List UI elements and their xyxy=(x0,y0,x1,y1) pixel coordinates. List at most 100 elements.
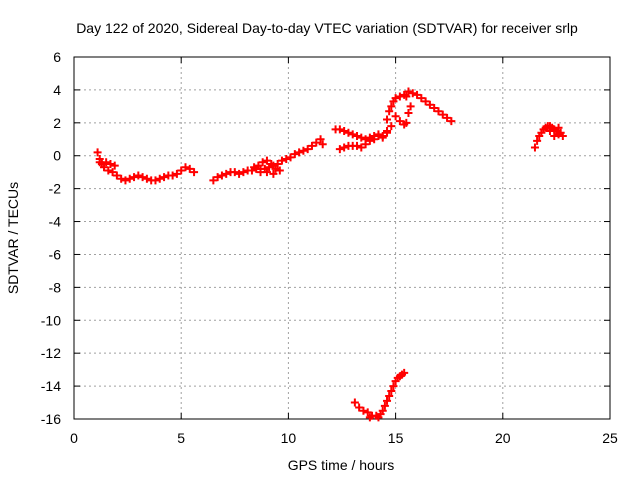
data-point xyxy=(130,173,139,182)
data-point xyxy=(348,130,357,139)
data-point xyxy=(387,122,396,131)
data-point xyxy=(378,406,387,415)
data-point xyxy=(239,168,248,177)
data-point xyxy=(385,391,394,400)
x-tick-label: 5 xyxy=(177,430,185,446)
data-point xyxy=(389,382,398,391)
data-point xyxy=(190,168,199,177)
data-point xyxy=(213,173,222,182)
y-tick-label: -4 xyxy=(49,214,62,230)
data-point xyxy=(387,387,396,396)
data-point xyxy=(303,145,312,154)
data-point xyxy=(185,164,194,173)
data-point xyxy=(402,92,411,101)
data-point xyxy=(443,113,452,122)
data-point xyxy=(172,169,181,178)
data-point xyxy=(262,156,271,165)
series-3 xyxy=(331,122,396,154)
data-point xyxy=(335,145,344,154)
data-point xyxy=(340,127,349,136)
data-point xyxy=(378,133,387,142)
data-point xyxy=(413,90,422,99)
x-tick-label: 15 xyxy=(388,430,404,446)
y-tick-label: -14 xyxy=(41,378,61,394)
data-point xyxy=(335,125,344,134)
data-point xyxy=(299,146,308,155)
data-point xyxy=(344,128,353,137)
data-point xyxy=(533,136,542,145)
data-point xyxy=(438,110,447,119)
data-point xyxy=(402,118,411,127)
data-point xyxy=(370,135,379,144)
axis-ticks xyxy=(73,56,611,420)
data-point xyxy=(106,159,115,168)
data-point xyxy=(383,128,392,137)
data-point xyxy=(104,166,113,175)
data-point xyxy=(391,112,400,121)
data-point xyxy=(355,403,364,412)
grid-lines xyxy=(74,57,610,419)
data-point xyxy=(117,174,126,183)
data-point xyxy=(155,174,164,183)
data-point xyxy=(387,102,396,111)
data-point xyxy=(271,164,280,173)
data-point xyxy=(235,169,244,178)
data-point xyxy=(408,89,417,98)
data-point xyxy=(417,94,426,103)
data-point xyxy=(365,413,374,422)
data-point xyxy=(383,115,392,124)
data-point xyxy=(312,138,321,147)
x-tick-label: 25 xyxy=(602,430,618,446)
data-point xyxy=(277,156,286,165)
y-tick-label: -2 xyxy=(49,181,62,197)
data-point xyxy=(374,413,383,422)
data-point xyxy=(406,102,415,111)
data-point xyxy=(447,117,456,126)
y-tick-label: 0 xyxy=(53,148,61,164)
y-tick-labels: -16 -14 -12 -10 -8 -6 -4 -2 0 2 4 6 xyxy=(41,49,61,427)
y-tick-label: -10 xyxy=(41,312,61,328)
data-point xyxy=(385,107,394,116)
data-point xyxy=(108,168,117,177)
data-point xyxy=(374,131,383,140)
x-tick-labels: 0 5 10 15 20 25 xyxy=(70,430,618,446)
data-point xyxy=(357,143,366,152)
y-axis-title: SDTVAR / TECUs xyxy=(5,182,21,294)
data-point xyxy=(395,117,404,126)
series-1 xyxy=(93,148,199,185)
data-point xyxy=(160,173,169,182)
data-point xyxy=(550,131,559,140)
data-point xyxy=(254,161,263,170)
y-tick-label: -16 xyxy=(41,411,61,427)
data-point xyxy=(275,166,284,175)
y-tick-label: 4 xyxy=(53,82,61,98)
data-point xyxy=(383,396,392,405)
data-point xyxy=(121,176,130,185)
data-point xyxy=(398,370,407,379)
data-point xyxy=(125,174,134,183)
data-point xyxy=(391,94,400,103)
data-point xyxy=(222,169,231,178)
data-point xyxy=(286,153,295,162)
data-point xyxy=(100,163,109,172)
data-point xyxy=(361,140,370,149)
y-tick-label: 6 xyxy=(53,49,61,65)
data-point xyxy=(168,171,177,180)
data-point xyxy=(295,148,304,157)
data-point xyxy=(151,176,160,185)
plot-frame xyxy=(73,56,611,420)
data-point xyxy=(307,141,316,150)
data-point xyxy=(209,176,218,185)
data-point xyxy=(142,174,151,183)
series-4 xyxy=(383,87,456,129)
data-point xyxy=(282,155,291,164)
y-tick-label: -6 xyxy=(49,246,62,262)
series-6 xyxy=(350,368,409,422)
data-point xyxy=(545,127,554,136)
data-point xyxy=(353,141,362,150)
data-point xyxy=(363,408,372,417)
data-point xyxy=(250,163,259,172)
data-point xyxy=(365,136,374,145)
data-points xyxy=(93,87,567,422)
data-point xyxy=(430,104,439,113)
